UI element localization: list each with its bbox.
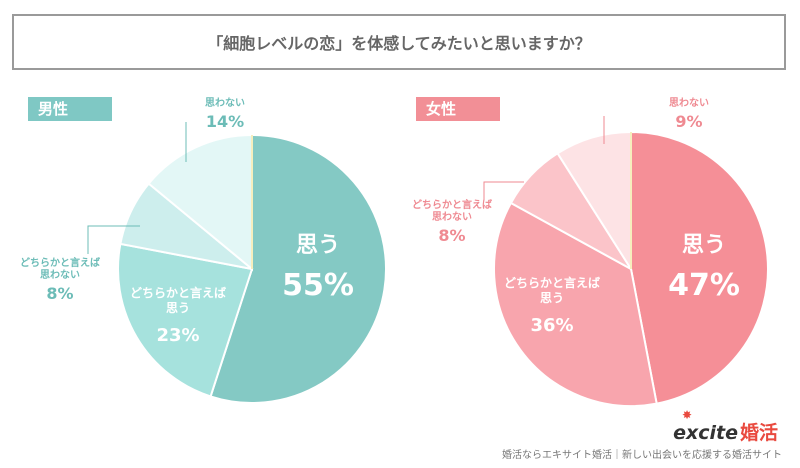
male-label-dochira-omowanai: どちらかと言えば 思わない 8% <box>10 258 110 304</box>
female-dochira-omou-name-line1: どちらかと言えば <box>503 276 600 290</box>
female-dochira-omou-pct: 36% <box>530 315 574 336</box>
brand-logo-kanji: 婚活 <box>739 422 778 444</box>
female-slice-omou <box>630 130 769 405</box>
female-dochira-omowanai-pct: 8% <box>438 226 466 245</box>
female-label-omou: 思う 47% <box>654 232 754 306</box>
female-dochira-omowanai-leader <box>483 181 524 200</box>
male-slice-omowanai <box>147 133 253 272</box>
male-label-omou: 思う 55% <box>268 232 368 306</box>
female-omou-pct: 47% <box>668 268 740 303</box>
female-dochira-omou-name: どちらかと言えば 思う <box>492 276 612 306</box>
male-omou-name: 思う <box>295 233 340 258</box>
female-label-dochira-omowanai: どちらかと言えば 思わない 8% <box>402 200 502 246</box>
female-dochira-omowanai-line1: どちらかと言えば <box>412 200 492 211</box>
female-omou-name: 思う <box>681 233 726 258</box>
male-dochira-omowanai-pct: 8% <box>46 284 74 303</box>
chart-title: 「細胞レベルの恋」を体感してみたいと思いますか？ <box>12 14 786 70</box>
female-dochira-omou-name-line2: 思う <box>539 291 564 305</box>
male-omowanai-pct: 14% <box>205 112 245 131</box>
male-omowanai-name: 思わない <box>205 98 245 109</box>
male-dochira-omowanai-line1: どちらかと言えば <box>20 258 100 269</box>
male-label-omowanai: 思わない 14% <box>190 98 260 132</box>
male-omou-pct: 55% <box>282 268 354 303</box>
brand-logo-text: excite <box>673 422 738 444</box>
brand-logo: excite 婚活 <box>673 418 778 445</box>
male-dochira-omou-pct: 23% <box>156 325 200 346</box>
female-slice-dochira-omou <box>493 201 658 407</box>
footer-tagline: 婚活ならエキサイト婚活｜新しい出会いを応援する婚活サイト <box>502 450 782 461</box>
male-dochira-omowanai-leader <box>87 225 140 254</box>
male-label-dochira-omou: どちらかと言えば 思う 23% <box>118 286 238 348</box>
female-label-omowanai: 思わない 9% <box>654 98 724 132</box>
female-group-label: 女性 <box>416 97 500 121</box>
female-omowanai-name: 思わない <box>669 98 709 109</box>
female-label-dochira-omou: どちらかと言えば 思う 36% <box>492 276 612 338</box>
male-slice-dochira-omou <box>117 242 254 398</box>
male-dochira-omou-name-line2: 思う <box>165 301 190 315</box>
male-dochira-omou-name: どちらかと言えば 思う <box>118 286 238 316</box>
male-dochira-omowanai-line2: 思わない <box>40 270 80 281</box>
male-slice-omou <box>209 133 387 404</box>
brand-spark-icon: ✸ <box>682 408 693 422</box>
male-dochira-omou-name-line1: どちらかと言えば <box>129 286 226 300</box>
female-omowanai-pct: 9% <box>675 112 703 131</box>
female-dochira-omowanai-line2: 思わない <box>432 212 472 223</box>
male-group-label: 男性 <box>28 97 112 121</box>
